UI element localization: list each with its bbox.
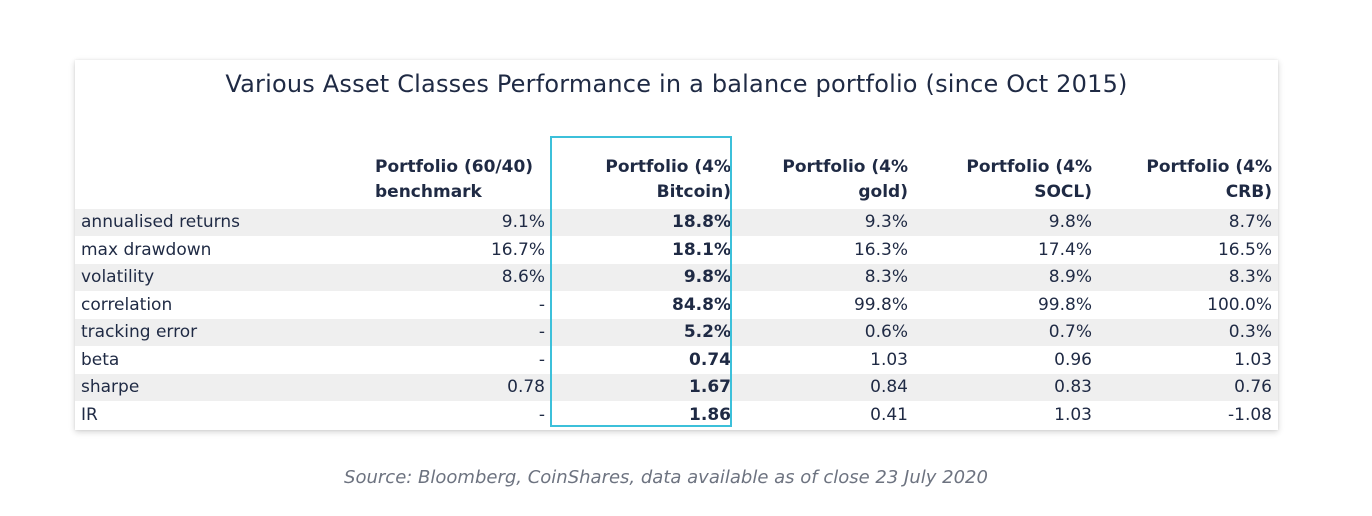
table-row: beta - 0.74 1.03 0.96 1.03 bbox=[75, 347, 1278, 374]
table-cell: - bbox=[538, 294, 545, 315]
table-cell: 9.8% bbox=[683, 267, 731, 287]
chart-title: Various Asset Classes Performance in a b… bbox=[225, 70, 1128, 98]
column-header-line: CRB) bbox=[1225, 182, 1272, 202]
table-cell: 8.3% bbox=[864, 267, 908, 287]
column-header-line: gold) bbox=[858, 182, 908, 202]
table-row: tracking error - 5.2% 0.6% 0.7% 0.3% bbox=[75, 319, 1278, 346]
table-cell: 1.03 bbox=[1234, 349, 1272, 370]
table-cell: 8.6% bbox=[501, 267, 545, 287]
table-cell: 17.4% bbox=[1037, 239, 1092, 260]
column-header-line: benchmark bbox=[375, 182, 482, 202]
table-card: Various Asset Classes Performance in a b… bbox=[75, 60, 1278, 430]
table-cell: 0.74 bbox=[689, 349, 731, 370]
row-label: annualised returns bbox=[81, 212, 240, 232]
column-header-socl: Portfolio (4% SOCL) bbox=[915, 155, 1092, 205]
table-cell: 8.9% bbox=[1048, 267, 1092, 287]
table-cell: - bbox=[538, 404, 545, 425]
row-label: IR bbox=[81, 404, 98, 425]
table-cell: 0.96 bbox=[1054, 349, 1092, 370]
column-header-line: Portfolio (4% bbox=[605, 157, 731, 177]
table-cell: 0.3% bbox=[1228, 322, 1272, 342]
table-cell: 99.8% bbox=[853, 294, 908, 315]
table-row: correlation - 84.8% 99.8% 99.8% 100.0% bbox=[75, 292, 1278, 319]
table-cell: 0.7% bbox=[1048, 322, 1092, 342]
table-cell: 100.0% bbox=[1207, 294, 1272, 315]
column-header-line: Portfolio (60/40) bbox=[375, 157, 534, 177]
table-cell: 18.1% bbox=[672, 239, 731, 260]
table-cell: 8.3% bbox=[1228, 267, 1272, 287]
table-row: annualised returns 9.1% 18.8% 9.3% 9.8% 8.7% bbox=[75, 209, 1278, 236]
column-header-benchmark: Portfolio (60/40) benchmark bbox=[375, 155, 545, 205]
table-cell: 0.84 bbox=[870, 377, 908, 397]
column-header-line: Bitcoin) bbox=[656, 182, 731, 202]
table-cell: 1.86 bbox=[689, 404, 731, 425]
table-cell: 16.7% bbox=[490, 239, 545, 260]
row-label: correlation bbox=[81, 294, 173, 315]
table-row: volatility 8.6% 9.8% 8.3% 8.9% 8.3% bbox=[75, 264, 1278, 291]
table-cell: 0.76 bbox=[1234, 377, 1272, 397]
row-label: tracking error bbox=[81, 322, 198, 342]
column-header-line: Portfolio (4% bbox=[1146, 157, 1272, 177]
column-header-line: SOCL) bbox=[1034, 182, 1092, 202]
table-cell: 5.2% bbox=[683, 322, 731, 342]
table-cell: - bbox=[538, 322, 545, 342]
column-header-bitcoin: Portfolio (4% Bitcoin) bbox=[553, 155, 731, 205]
table-row: max drawdown 16.7% 18.1% 16.3% 17.4% 16.5% bbox=[75, 237, 1278, 264]
table-cell: 1.03 bbox=[1054, 404, 1092, 425]
row-label: max drawdown bbox=[81, 239, 212, 260]
source-note: Source: Bloomberg, CoinShares, data avai… bbox=[344, 467, 988, 488]
table-cell: 16.5% bbox=[1217, 239, 1272, 260]
table-row: sharpe 0.78 1.67 0.84 0.83 0.76 bbox=[75, 374, 1278, 401]
table-cell: 18.8% bbox=[672, 212, 731, 232]
column-header-line: Portfolio (4% bbox=[782, 157, 908, 177]
row-label: beta bbox=[81, 349, 120, 370]
table-cell: 16.3% bbox=[853, 239, 908, 260]
table-cell: 9.1% bbox=[501, 212, 545, 232]
table-cell: 9.3% bbox=[864, 212, 908, 232]
table-cell: 8.7% bbox=[1228, 212, 1272, 232]
table-cell: 0.6% bbox=[864, 322, 908, 342]
table-cell: 1.03 bbox=[870, 349, 908, 370]
column-header-crb: Portfolio (4% CRB) bbox=[1095, 155, 1272, 205]
table-cell: 84.8% bbox=[672, 294, 731, 315]
row-label: sharpe bbox=[81, 377, 140, 397]
table-cell: -1.08 bbox=[1228, 404, 1272, 425]
column-header-gold: Portfolio (4% gold) bbox=[735, 155, 908, 205]
table-cell: 0.83 bbox=[1054, 377, 1092, 397]
table-row: IR - 1.86 0.41 1.03 -1.08 bbox=[75, 402, 1278, 429]
table-cell: 99.8% bbox=[1037, 294, 1092, 315]
table-cell: 9.8% bbox=[1048, 212, 1092, 232]
row-label: volatility bbox=[81, 267, 155, 287]
table-cell: 0.41 bbox=[870, 404, 908, 425]
table-cell: - bbox=[538, 349, 545, 370]
table-cell: 1.67 bbox=[689, 377, 731, 397]
table-cell: 0.78 bbox=[507, 377, 545, 397]
column-header-line: Portfolio (4% bbox=[966, 157, 1092, 177]
